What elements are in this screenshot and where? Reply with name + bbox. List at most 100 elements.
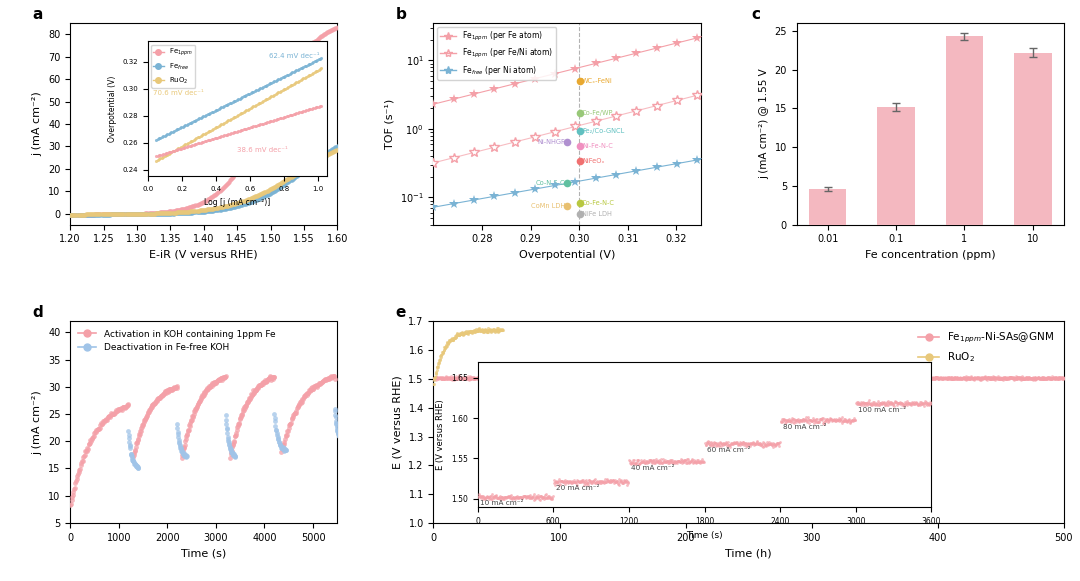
Point bbox=[463, 327, 481, 336]
Point bbox=[491, 373, 509, 382]
Point bbox=[687, 372, 704, 382]
Point bbox=[1010, 372, 1027, 382]
Point bbox=[229, 422, 246, 431]
Point bbox=[120, 426, 137, 436]
Text: Co-Fe-N-C: Co-Fe-N-C bbox=[582, 200, 615, 206]
Point bbox=[251, 381, 268, 390]
Point bbox=[924, 375, 942, 384]
Point bbox=[447, 374, 464, 383]
Point bbox=[753, 374, 770, 383]
Point bbox=[301, 385, 319, 394]
Point bbox=[1035, 374, 1052, 383]
Point bbox=[184, 208, 201, 217]
Point bbox=[234, 157, 252, 166]
Point bbox=[685, 374, 702, 383]
Point bbox=[186, 406, 203, 415]
Point bbox=[320, 27, 337, 37]
Point bbox=[612, 374, 630, 383]
Point bbox=[438, 374, 456, 383]
Point bbox=[222, 203, 240, 212]
Point bbox=[92, 210, 109, 219]
Point bbox=[454, 374, 471, 383]
Point bbox=[599, 372, 617, 382]
Point bbox=[106, 210, 123, 219]
Point bbox=[109, 404, 126, 414]
Point bbox=[724, 374, 741, 383]
Point bbox=[443, 374, 460, 383]
Point bbox=[957, 372, 974, 381]
Point bbox=[150, 393, 167, 403]
Point bbox=[1049, 374, 1066, 383]
Point bbox=[697, 374, 714, 383]
Point bbox=[239, 150, 256, 159]
Point bbox=[576, 372, 593, 382]
Point bbox=[730, 373, 747, 382]
Point bbox=[806, 373, 823, 382]
Point bbox=[1024, 373, 1041, 382]
Point bbox=[917, 374, 934, 383]
Point bbox=[436, 373, 454, 382]
Point bbox=[543, 372, 561, 382]
Point bbox=[712, 374, 729, 383]
Point bbox=[589, 374, 606, 383]
Point bbox=[114, 210, 132, 219]
Point bbox=[818, 375, 835, 384]
Point bbox=[524, 373, 541, 382]
Point bbox=[552, 373, 569, 382]
Point bbox=[956, 375, 973, 384]
Point bbox=[66, 210, 83, 219]
Point bbox=[141, 210, 159, 219]
Point bbox=[75, 210, 92, 219]
Point bbox=[95, 210, 112, 219]
Point bbox=[1052, 372, 1069, 381]
Point bbox=[204, 379, 221, 388]
Point bbox=[996, 374, 1013, 383]
Point bbox=[828, 374, 846, 383]
Point bbox=[542, 373, 559, 382]
Point bbox=[674, 374, 691, 383]
Point bbox=[207, 377, 225, 386]
Point bbox=[151, 392, 168, 401]
Point bbox=[299, 162, 316, 171]
Point bbox=[758, 374, 775, 383]
Point bbox=[146, 398, 163, 407]
Point bbox=[430, 359, 447, 368]
Point bbox=[444, 334, 461, 343]
Point bbox=[174, 450, 191, 460]
Point bbox=[974, 372, 991, 381]
Point bbox=[786, 374, 804, 383]
Point bbox=[833, 374, 850, 383]
Point bbox=[475, 375, 492, 384]
Point bbox=[237, 196, 254, 205]
Point bbox=[929, 374, 946, 383]
Point bbox=[629, 374, 646, 383]
Point bbox=[687, 374, 704, 383]
Point bbox=[1020, 375, 1037, 384]
Point bbox=[546, 374, 564, 383]
Point bbox=[117, 210, 134, 219]
Point bbox=[991, 375, 1009, 384]
Point bbox=[1011, 374, 1028, 383]
Point bbox=[497, 373, 514, 382]
Point bbox=[521, 374, 538, 383]
Point bbox=[297, 163, 314, 172]
Point bbox=[1037, 373, 1054, 382]
Point bbox=[156, 207, 173, 217]
Point bbox=[824, 374, 841, 383]
Point bbox=[482, 374, 499, 383]
Point bbox=[784, 374, 801, 383]
Point bbox=[934, 373, 951, 382]
Point bbox=[143, 209, 160, 218]
Point bbox=[873, 374, 890, 383]
Point bbox=[82, 210, 99, 219]
Point bbox=[540, 374, 557, 383]
Point bbox=[442, 335, 459, 345]
Point bbox=[1015, 374, 1032, 383]
Point bbox=[638, 372, 656, 382]
Point bbox=[272, 440, 289, 450]
Point bbox=[882, 373, 900, 382]
Point bbox=[678, 374, 696, 383]
Point bbox=[430, 374, 447, 383]
Point bbox=[156, 389, 173, 399]
Point bbox=[472, 325, 489, 335]
